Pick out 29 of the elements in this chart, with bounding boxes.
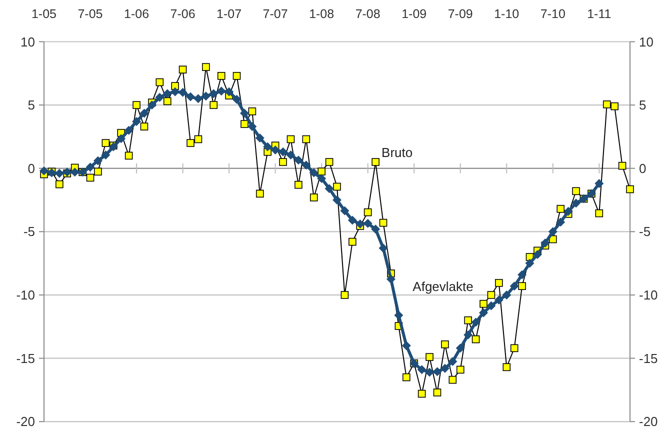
y2-tick-label: 0 <box>639 160 646 176</box>
x-tick-label: 7-09 <box>448 7 473 21</box>
y-tick-label: -10 <box>16 288 35 303</box>
y-tick-label: 5 <box>28 98 35 113</box>
x-tick-label: 1-06 <box>124 7 150 21</box>
y-tick-label: -15 <box>16 350 35 366</box>
y2-tick-label: -10 <box>639 288 658 303</box>
x-tick-label: 1-11 <box>587 7 612 21</box>
y-tick-label: -5 <box>23 224 35 240</box>
x-tick-label: 1-09 <box>402 7 427 21</box>
x-tick-label: 1-08 <box>309 7 334 21</box>
y2-tick-label: -15 <box>639 350 658 366</box>
y2-tick-label: 10 <box>639 34 654 50</box>
x-tick-label: 7-10 <box>540 7 566 21</box>
y-tick-label: 0 <box>28 160 35 176</box>
y-tick-label: -20 <box>16 414 35 430</box>
y2-tick-label: -5 <box>639 224 651 240</box>
y2-tick-label: -20 <box>639 414 658 430</box>
series-label: Bruto <box>382 145 413 160</box>
x-tick-label: 7-08 <box>355 7 380 21</box>
x-tick-label: 7-06 <box>170 7 196 21</box>
series-label: Afgevlakte <box>412 279 474 294</box>
x-tick-label: 1-05 <box>31 7 57 21</box>
x-tick-label: 7-05 <box>78 7 103 21</box>
x-tick-label: 7-07 <box>262 7 288 21</box>
x-tick-label: 1-07 <box>216 7 242 21</box>
y2-tick-label: 5 <box>639 98 646 113</box>
x-tick-label: 1-10 <box>494 7 520 21</box>
y-tick-label: 10 <box>20 34 35 50</box>
